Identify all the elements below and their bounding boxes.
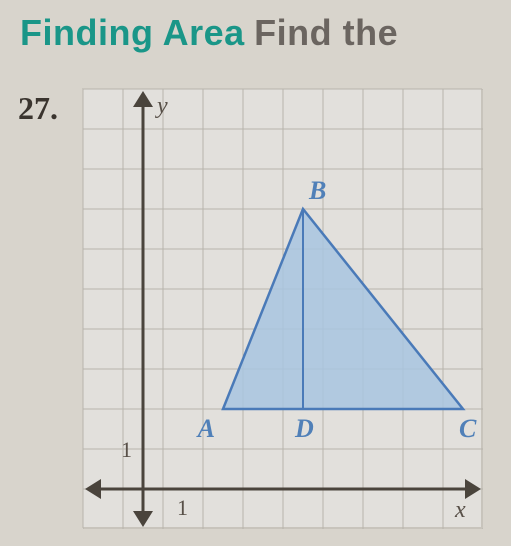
heading-styled: Finding Area xyxy=(20,12,245,53)
heading-rest: Find the xyxy=(254,12,398,53)
x-tick-1: 1 xyxy=(177,495,188,520)
coordinate-grid-chart: 1 1 y x A B C D xyxy=(82,88,482,528)
x-axis-label: x xyxy=(454,497,466,523)
y-tick-1: 1 xyxy=(121,437,132,462)
point-c-label: C xyxy=(459,414,477,443)
question-number: 27. xyxy=(18,90,58,127)
section-heading: Finding Area Find the xyxy=(20,12,398,54)
point-d-label: D xyxy=(294,414,314,443)
point-b-label: B xyxy=(308,176,326,205)
point-a-label: A xyxy=(196,414,215,443)
y-axis-label: y xyxy=(155,93,168,119)
